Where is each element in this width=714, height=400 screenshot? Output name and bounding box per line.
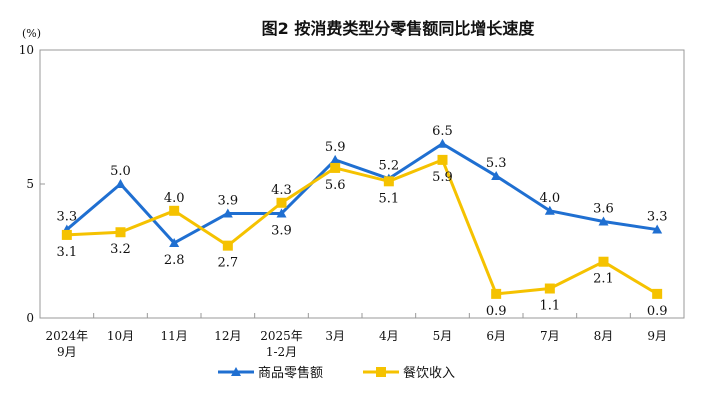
data-point (652, 224, 663, 234)
x-tick-label: 1-2月 (266, 345, 297, 359)
x-tick-label: 7月 (540, 329, 560, 343)
x-tick-label: 3月 (325, 329, 345, 343)
x-tick-label: 6月 (486, 329, 506, 343)
data-point (383, 176, 394, 187)
data-label: 5.9 (432, 170, 453, 185)
data-label: 3.6 (593, 202, 614, 217)
data-point (61, 229, 72, 240)
data-point (169, 237, 180, 247)
data-label: 3.2 (110, 242, 131, 257)
y-tick-label: 10 (19, 43, 34, 57)
legend-label: 商品零售额 (258, 365, 323, 381)
x-tick-label: 9月 (57, 345, 77, 359)
data-label: 0.9 (486, 304, 507, 319)
data-point (330, 162, 341, 173)
chart-title: 图2 按消费类型分零售额同比增长速度 (262, 19, 536, 38)
data-point (169, 205, 180, 216)
data-point (437, 138, 448, 148)
data-point (491, 288, 502, 299)
data-label: 3.3 (647, 210, 668, 225)
x-tick-label: 8月 (594, 329, 614, 343)
data-point (491, 170, 502, 180)
data-label: 0.9 (647, 304, 668, 319)
legend-label: 餐饮收入 (403, 365, 455, 381)
data-point (330, 154, 341, 164)
series-line-2 (66, 158, 658, 296)
data-label: 5.1 (378, 191, 399, 206)
data-point (437, 154, 448, 165)
x-tick-label: 12月 (214, 329, 241, 343)
data-label: 2.1 (593, 272, 614, 287)
data-label: 2.7 (217, 256, 238, 271)
data-point (276, 197, 287, 208)
data-label: 4.0 (164, 191, 185, 206)
series-layer: 3.3 5.0 2.8 3.9 3.9 5.9 5.2 6.5 5.3 4.0 3.6 3.3 3.1 3… (56, 124, 667, 319)
data-label: 5.2 (378, 159, 399, 174)
data-point (115, 179, 126, 188)
legend-marker-square (376, 367, 386, 377)
y-axis-unit: (%) (22, 27, 41, 40)
series-line-1 (65, 142, 658, 245)
data-label: 4.0 (539, 191, 560, 206)
legend: 商品零售额 餐饮收入 (218, 365, 455, 381)
data-point (652, 288, 663, 299)
data-label: 3.3 (56, 210, 77, 225)
data-label: 5.9 (325, 140, 346, 155)
data-point (598, 216, 609, 226)
data-point (276, 208, 287, 218)
y-tick-label: 0 (26, 311, 34, 325)
y-tick-label: 5 (26, 177, 34, 191)
data-point (544, 205, 555, 215)
data-point (115, 227, 126, 238)
plot-frame (39, 49, 685, 319)
x-tick-label: 2025年 (260, 329, 303, 343)
data-label: 5.6 (325, 178, 346, 193)
x-tick-label: 5月 (433, 329, 453, 343)
data-label: 5.3 (486, 156, 507, 171)
data-point (222, 240, 233, 251)
data-point (598, 256, 609, 267)
data-label: 2.8 (164, 253, 185, 268)
x-tick-label: 11月 (161, 329, 188, 343)
data-label: 6.5 (432, 124, 453, 139)
legend-marker-triangle (231, 367, 241, 376)
data-label: 1.1 (539, 299, 560, 314)
data-point (222, 208, 233, 218)
data-label: 5.0 (110, 164, 131, 179)
data-label: 3.9 (217, 193, 238, 208)
x-tick-label: 2024年 (46, 329, 89, 343)
x-tick-label: 4月 (379, 329, 399, 343)
data-label: 3.9 (271, 223, 292, 238)
data-point (544, 283, 555, 294)
data-label: 4.3 (271, 183, 292, 198)
data-label: 3.1 (56, 245, 77, 260)
x-tick-label: 9月 (647, 329, 667, 343)
x-tick-label: 10月 (107, 329, 134, 343)
axis-ticks: 0 5 10 2024年 9月 10月 11月 12月 2025年 1-2月 3月 4月 5月 6月 7月 8… (19, 43, 667, 359)
